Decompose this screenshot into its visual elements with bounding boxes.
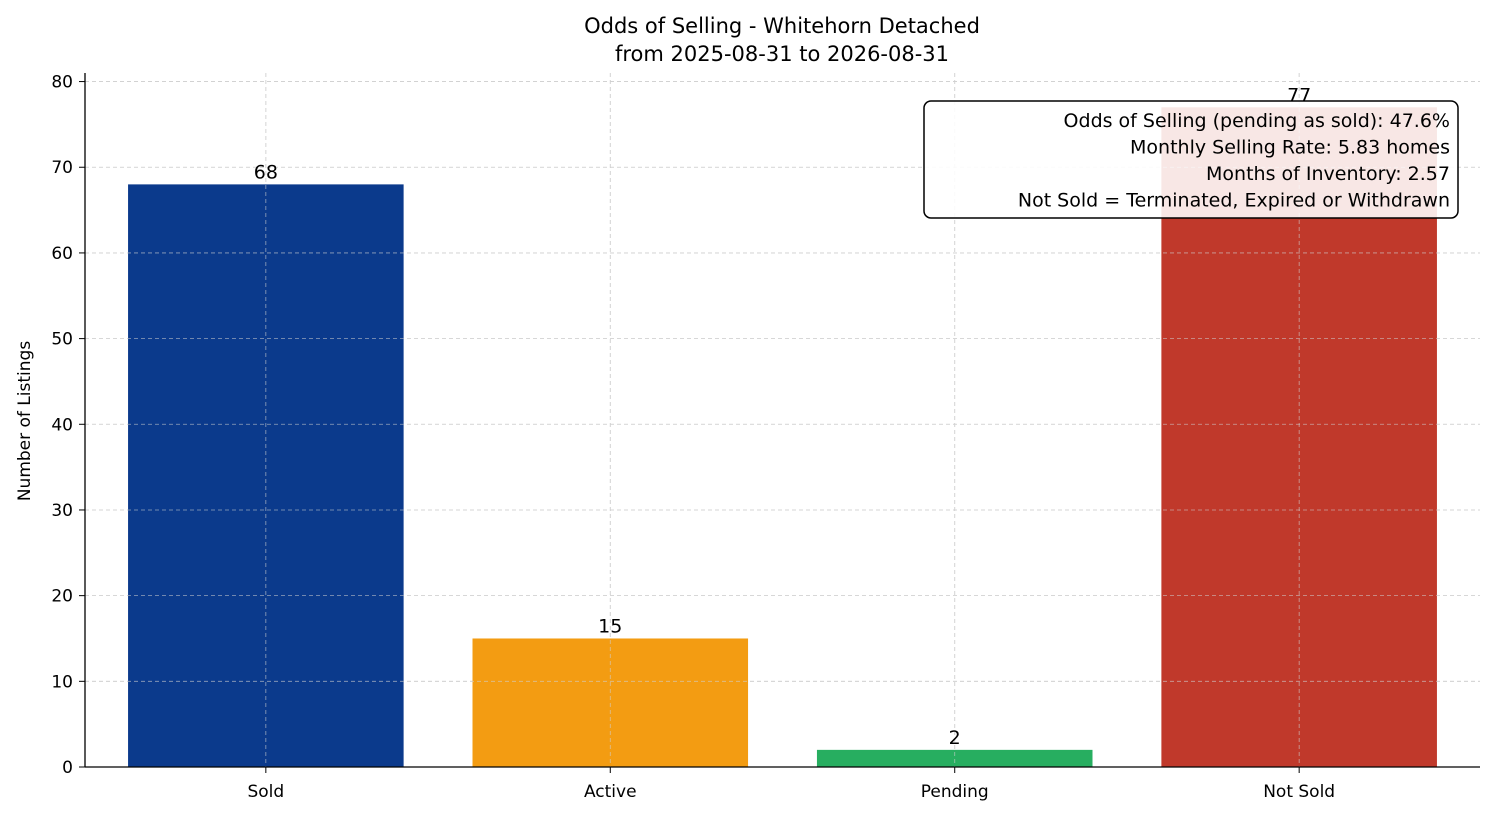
y-tick-label: 30 bbox=[51, 501, 73, 521]
y-tick-label: 40 bbox=[51, 415, 73, 435]
y-tick-label: 20 bbox=[51, 587, 73, 607]
chart-subtitle: from 2025-08-31 to 2026-08-31 bbox=[615, 42, 949, 66]
stats-line: Months of Inventory: 2.57 bbox=[1206, 163, 1450, 185]
bar-value-label: 68 bbox=[254, 161, 278, 183]
axes bbox=[79, 73, 1480, 773]
stats-box bbox=[923, 100, 1459, 219]
chart-title: Odds of Selling - Whitehorn Detached bbox=[584, 14, 980, 38]
bar-value-label: 2 bbox=[949, 727, 961, 749]
y-axis-label: Number of Listings bbox=[15, 341, 35, 501]
stats-line: Odds of Selling (pending as sold): 47.6% bbox=[1064, 110, 1450, 132]
stats-annotation: Odds of Selling (pending as sold): 47.6%… bbox=[923, 100, 1459, 219]
y-tick-label: 0 bbox=[62, 758, 73, 778]
x-tick-label: Sold bbox=[247, 782, 284, 802]
bar-value-label: 15 bbox=[598, 615, 622, 637]
y-tick-label: 10 bbox=[51, 672, 73, 692]
x-tick-label: Pending bbox=[921, 782, 989, 802]
stats-line: Monthly Selling Rate: 5.83 homes bbox=[1130, 137, 1450, 159]
y-tick-label: 80 bbox=[51, 73, 73, 93]
y-tick-label: 50 bbox=[51, 330, 73, 350]
y-tick-label: 60 bbox=[51, 244, 73, 264]
y-tick-label: 70 bbox=[51, 158, 73, 178]
x-tick-label: Not Sold bbox=[1263, 782, 1335, 802]
bar-pending bbox=[816, 749, 1093, 767]
x-tick-label: Active bbox=[584, 782, 637, 802]
stats-line: Not Sold = Terminated, Expired or Withdr… bbox=[1018, 190, 1450, 212]
